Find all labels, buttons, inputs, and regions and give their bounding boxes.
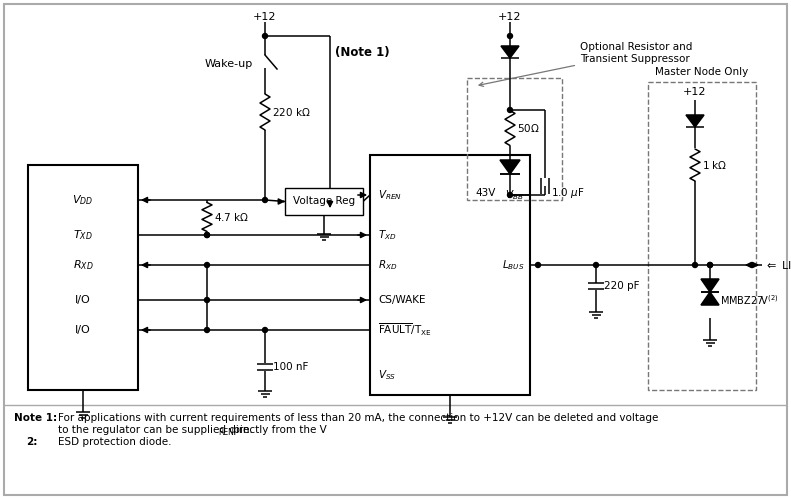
Text: REN: REN (218, 428, 234, 437)
Polygon shape (500, 160, 520, 174)
Text: MMBZ27V$^{(2)}$: MMBZ27V$^{(2)}$ (720, 293, 779, 307)
Circle shape (707, 262, 713, 267)
Text: +12: +12 (498, 12, 522, 22)
Bar (467, 78, 562, 200)
Text: $R_{XD}$: $R_{XD}$ (378, 258, 397, 272)
Polygon shape (701, 279, 719, 292)
Text: $T_{XD}$: $T_{XD}$ (378, 228, 396, 242)
Bar (28, 165, 138, 390)
Circle shape (205, 327, 210, 332)
Text: 220 pF: 220 pF (604, 281, 639, 291)
Text: $T_{XD}$: $T_{XD}$ (73, 228, 93, 242)
Polygon shape (686, 115, 704, 127)
Text: For applications with current requirements of less than 20 mA, the connection to: For applications with current requiremen… (58, 413, 658, 423)
Text: 220 k$\Omega$: 220 k$\Omega$ (272, 106, 311, 118)
Text: Master Node Only: Master Node Only (656, 67, 748, 77)
Text: ESD protection diode.: ESD protection diode. (58, 437, 172, 447)
Text: $R_{XD}$: $R_{XD}$ (73, 258, 93, 272)
Text: 1 k$\Omega$: 1 k$\Omega$ (702, 159, 728, 171)
Circle shape (205, 233, 210, 238)
Polygon shape (501, 46, 519, 58)
Circle shape (692, 262, 698, 267)
Text: Note 1:: Note 1: (14, 413, 57, 423)
Text: Voltage Reg: Voltage Reg (293, 197, 355, 207)
Text: +12: +12 (683, 87, 706, 97)
Bar (370, 155, 530, 395)
Polygon shape (701, 292, 719, 305)
Circle shape (508, 193, 513, 198)
Circle shape (205, 233, 210, 238)
Text: I/O: I/O (75, 295, 91, 305)
Text: +12: +12 (253, 12, 277, 22)
Circle shape (205, 297, 210, 302)
Text: $V_{DD}$: $V_{DD}$ (73, 193, 93, 207)
Text: $V_{REN}$: $V_{REN}$ (378, 188, 402, 202)
Text: (Note 1): (Note 1) (335, 45, 390, 58)
Text: 4.7 k$\Omega$: 4.7 k$\Omega$ (214, 211, 248, 223)
Circle shape (263, 33, 267, 38)
Text: $\Leftarrow$ LIN Bus: $\Leftarrow$ LIN Bus (764, 259, 791, 271)
Circle shape (508, 33, 513, 38)
Text: 50$\Omega$: 50$\Omega$ (517, 122, 539, 134)
Text: 100 nF: 100 nF (273, 362, 308, 372)
Bar (285, 188, 363, 215)
Text: 1.0 $\mu$F: 1.0 $\mu$F (551, 186, 585, 200)
Circle shape (593, 262, 599, 267)
Text: pin.: pin. (230, 425, 253, 435)
Text: I/O: I/O (75, 325, 91, 335)
Bar (648, 82, 756, 390)
Circle shape (205, 262, 210, 267)
Text: $V_{BB}$: $V_{BB}$ (505, 188, 524, 202)
Circle shape (508, 107, 513, 112)
Text: 43V: 43V (475, 188, 495, 198)
Text: 2:: 2: (26, 437, 37, 447)
Circle shape (707, 262, 713, 267)
Text: Wake-up: Wake-up (205, 59, 253, 69)
Circle shape (536, 262, 540, 267)
Text: to the regulator can be supplied directly from the V: to the regulator can be supplied directl… (58, 425, 327, 435)
Circle shape (263, 198, 267, 203)
Text: $V_{SS}$: $V_{SS}$ (378, 368, 396, 382)
Text: Optional Resistor and
Transient Suppressor: Optional Resistor and Transient Suppress… (479, 42, 692, 86)
Text: CS/WAKE: CS/WAKE (378, 295, 426, 305)
Text: $\overline{\rm FAULT}/T_{XE}$: $\overline{\rm FAULT}/T_{XE}$ (378, 322, 432, 338)
Circle shape (263, 327, 267, 332)
Text: $L_{BUS}$: $L_{BUS}$ (501, 258, 524, 272)
